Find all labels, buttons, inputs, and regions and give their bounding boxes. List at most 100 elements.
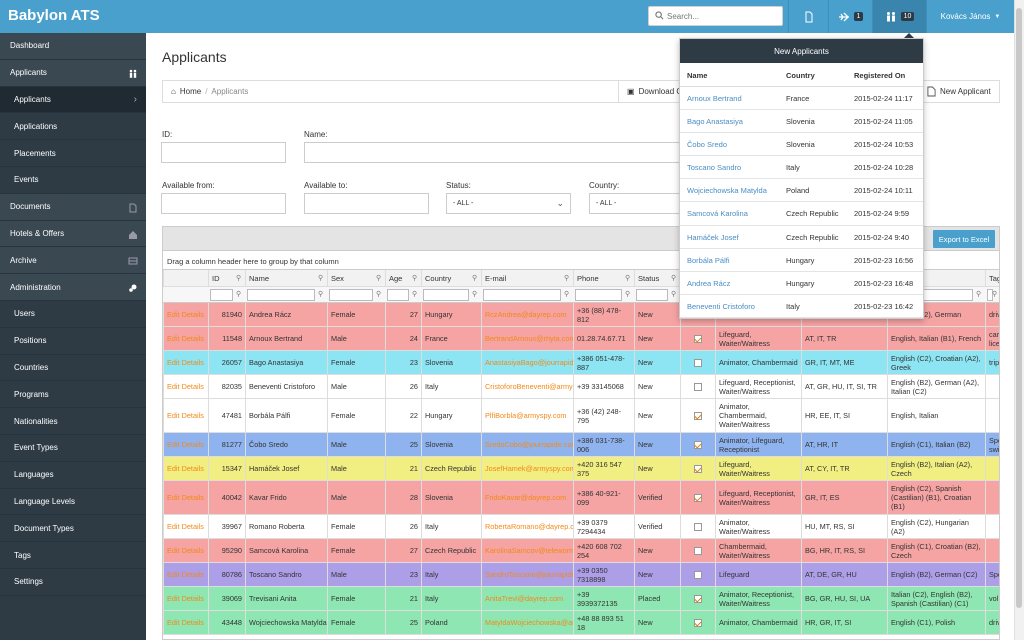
row-checkbox[interactable] <box>694 570 702 579</box>
popup-applicant-name[interactable]: Andrea Rácz <box>687 278 731 288</box>
sidebar-item-users[interactable]: Users <box>0 300 146 328</box>
filter-icon[interactable]: ⚲ <box>412 291 418 298</box>
sidebar-item-languages[interactable]: Languages <box>0 461 146 489</box>
applicant-email[interactable]: MatyldaWojciechowska@armyspy.com <box>481 611 573 634</box>
available-from-input[interactable] <box>161 193 286 214</box>
grid-filter-input-1[interactable] <box>210 289 233 301</box>
sidebar-item-applicants[interactable]: Applicants › <box>0 86 146 114</box>
table-row[interactable]: Edit Details 95290 Samcová Karolina Female 2… <box>163 539 999 563</box>
table-row[interactable]: Edit Details 40042 Kavar Frido Male 28 Sloven… <box>163 481 999 515</box>
edit-details-link[interactable]: Edit Details <box>163 611 208 634</box>
edit-details-link[interactable]: Edit Details <box>163 539 208 562</box>
grid-filter-input-13[interactable] <box>987 289 993 301</box>
app-logo[interactable]: Babylon ATS <box>8 7 100 24</box>
popup-row[interactable]: Andrea Rácz Hungary 2015-02-23 16:48 <box>680 272 923 295</box>
grid-header-country[interactable]: Country <box>421 270 481 288</box>
edit-details-link[interactable]: Edit Details <box>163 481 208 514</box>
filter-icon[interactable]: ⚲ <box>992 291 998 298</box>
popup-applicant-name[interactable]: Toscano Sandro <box>687 163 742 173</box>
popup-row[interactable]: Bago Anastasiya Slovenia 2015-02-24 11:05 <box>680 110 923 134</box>
popup-row[interactable]: Čobo Sredo Slovenia 2015-02-24 10:53 <box>680 133 923 157</box>
popup-applicant-name[interactable]: Arnoux Bertrand <box>687 94 742 103</box>
row-checkbox[interactable] <box>694 358 702 367</box>
row-checkbox[interactable] <box>694 522 702 531</box>
table-row[interactable]: Edit Details 11548 Arnoux Bertrand Male 24 Fr… <box>163 327 999 351</box>
new-applicants-button[interactable]: 10 <box>872 0 926 33</box>
popup-row[interactable]: Samcová Karolina Czech Republic 2015-02-24… <box>680 202 923 226</box>
grid-filter-input-4[interactable] <box>387 289 409 301</box>
sidebar-item-positions[interactable]: Positions <box>0 327 146 355</box>
filter-icon[interactable]: ⚲ <box>625 275 631 282</box>
edit-details-link[interactable]: Edit Details <box>163 587 208 610</box>
search-box[interactable] <box>648 6 783 26</box>
grid-filter-input-7[interactable] <box>575 289 622 301</box>
export-excel-button[interactable]: Export to Excel <box>933 230 995 248</box>
grid-filter-input-2[interactable] <box>247 289 315 301</box>
sidebar-item-archive[interactable]: Archive <box>0 247 146 275</box>
applicant-email[interactable]: KarolinaSamcov@teleworm.us <box>481 539 573 562</box>
filter-icon[interactable]: ⚲ <box>236 291 242 298</box>
filter-icon[interactable]: ⚲ <box>671 275 677 282</box>
applicant-email[interactable]: RobertaRomano@dayrep.com <box>481 515 573 538</box>
sidebar-item-document-types[interactable]: Document Types <box>0 515 146 543</box>
popup-row[interactable]: Wojciechowska Matylda Poland 2015-02-24 10… <box>680 179 923 203</box>
table-row[interactable]: Edit Details 39069 Trevisani Anita Female 21… <box>163 587 999 611</box>
grid-filter-input-5[interactable] <box>423 289 469 301</box>
filter-icon[interactable]: ⚲ <box>376 275 382 282</box>
filter-icon[interactable]: ⚲ <box>625 291 631 298</box>
sidebar-item-hotels-offers[interactable]: Hotels & Offers <box>0 220 146 248</box>
breadcrumb-home[interactable]: Home <box>179 87 202 96</box>
table-row[interactable]: Edit Details 39967 Romano Roberta Female 26 I… <box>163 515 999 539</box>
row-checkbox[interactable] <box>694 618 702 627</box>
sidebar-item-events[interactable]: Events <box>0 166 146 194</box>
grid-filter-input-3[interactable] <box>329 289 373 301</box>
grid-header-sex[interactable]: Sex <box>327 270 385 288</box>
applicant-email[interactable]: PlfiBorbla@armyspy.com <box>481 399 573 432</box>
filter-icon[interactable]: ⚲ <box>376 291 382 298</box>
flights-button[interactable]: 1 <box>828 0 872 33</box>
filter-icon[interactable]: ⚲ <box>318 275 324 282</box>
popup-applicant-name[interactable]: Hamáček Josef <box>687 232 739 242</box>
edit-details-link[interactable]: Edit Details <box>163 327 208 350</box>
row-checkbox[interactable] <box>694 334 702 343</box>
edit-details-link[interactable]: Edit Details <box>163 351 208 374</box>
filter-icon[interactable]: ⚲ <box>236 275 242 282</box>
sidebar-item-countries[interactable]: Countries <box>0 354 146 382</box>
page-scrollbar-thumb[interactable] <box>1016 8 1022 608</box>
new-applicant-button[interactable]: New Applicant <box>920 81 998 102</box>
applicant-email[interactable]: JosefHamek@armyspy.com <box>481 457 573 480</box>
applicant-email[interactable]: AnastasiyaBago@jourrapide.com <box>481 351 573 374</box>
user-menu[interactable]: Kovács János ▼ <box>926 0 1014 33</box>
sidebar-item-dashboard[interactable]: Dashboard <box>0 33 146 60</box>
row-checkbox[interactable] <box>694 440 702 449</box>
available-to-input[interactable] <box>304 193 429 214</box>
sidebar-item-event-types[interactable]: Event Types <box>0 434 146 462</box>
popup-row[interactable]: Borbála Pálfi Hungary 2015-02-23 16:56 <box>680 249 923 272</box>
row-checkbox[interactable] <box>694 411 702 420</box>
sidebar-item-documents[interactable]: Documents <box>0 193 146 221</box>
country-filter-select[interactable]: - ALL - <box>589 193 681 214</box>
popup-applicant-name[interactable]: Samcová Karolina <box>687 209 748 219</box>
popup-row[interactable]: Beneventi Cristoforo Italy 2015-02-23 16:4… <box>680 295 923 318</box>
grid-header-tag[interactable]: Tag <box>985 270 999 288</box>
applicant-email[interactable]: RczAndrea@dayrep.com <box>481 303 573 326</box>
table-row[interactable]: Edit Details 15347 Hamáček Josef Male 21 Czec… <box>163 457 999 481</box>
table-row[interactable]: Edit Details 82035 Beneventi Cristoforo Mal… <box>163 375 999 399</box>
table-row[interactable]: Edit Details 81277 Čobo Sredo Male 25 Sloveni… <box>163 433 999 457</box>
applicant-email[interactable]: CristoforoBeneventi@armyspy.com <box>481 375 573 398</box>
popup-row[interactable]: Arnoux Bertrand France 2015-02-24 11:17 <box>680 87 923 111</box>
filter-icon[interactable]: ⚲ <box>671 291 677 298</box>
edit-details-link[interactable]: Edit Details <box>163 433 208 456</box>
grid-header-id[interactable]: ID <box>208 270 245 288</box>
status-filter-select[interactable]: - ALL - ⌄ <box>446 193 571 214</box>
sidebar-item-programs[interactable]: Programs <box>0 381 146 409</box>
applicant-email[interactable]: BertrandArnoux@rhyta.com <box>481 327 573 350</box>
download-button[interactable]: ▣ Download C <box>618 81 698 102</box>
popup-applicant-name[interactable]: Borbála Pálfi <box>687 255 730 265</box>
filter-icon[interactable]: ⚲ <box>318 291 324 298</box>
grid-header-status[interactable]: Status <box>634 270 680 288</box>
grid-filter-input-6[interactable] <box>483 289 561 301</box>
filter-icon[interactable]: ⚲ <box>564 275 570 282</box>
grid-header-phone[interactable]: Phone <box>573 270 634 288</box>
filter-icon[interactable]: ⚲ <box>472 275 478 282</box>
